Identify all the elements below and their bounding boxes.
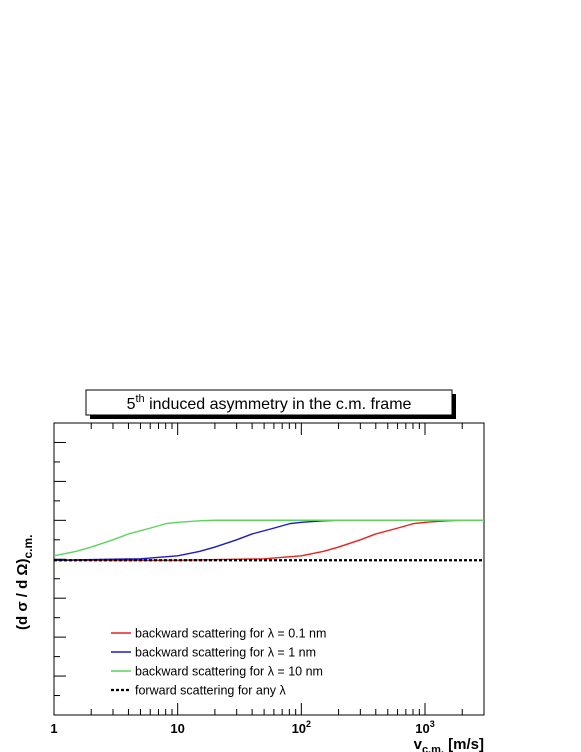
legend: backward scattering for λ = 0.1 nm backwa…	[111, 627, 326, 698]
x-tick-label: 102	[292, 719, 311, 736]
series-layer	[53, 519, 484, 562]
x-tick-label: 103	[415, 719, 434, 736]
x-tick-label: 10	[170, 721, 184, 736]
series-line-1	[54, 519, 484, 561]
x-axis-title: vc.m. [m/s]	[414, 736, 484, 752]
x-axis-ticks	[53, 423, 485, 715]
chart-title-box: 5th induced asymmetry in the c.m. frame	[85, 389, 456, 419]
x-axis-tick-labels: 1 10 102 103	[50, 719, 434, 736]
plot-area-frame	[53, 422, 485, 716]
y-axis-ticks	[54, 422, 66, 716]
y-axis-title: (d σ / d Ω)c.m.	[14, 535, 35, 630]
legend-label-4: forward scattering for any λ	[135, 684, 287, 698]
legend-label-2: backward scattering for λ = 1 nm	[135, 646, 316, 660]
series-line-3	[53, 519, 484, 557]
chart-title: 5th induced asymmetry in the c.m. frame	[127, 393, 412, 413]
legend-label-3: backward scattering for λ = 10 nm	[135, 665, 323, 679]
legend-label-1: backward scattering for λ = 0.1 nm	[135, 627, 326, 641]
title-box-frame	[85, 389, 453, 416]
series-line-2	[53, 519, 484, 561]
x-tick-label: 1	[50, 721, 57, 736]
